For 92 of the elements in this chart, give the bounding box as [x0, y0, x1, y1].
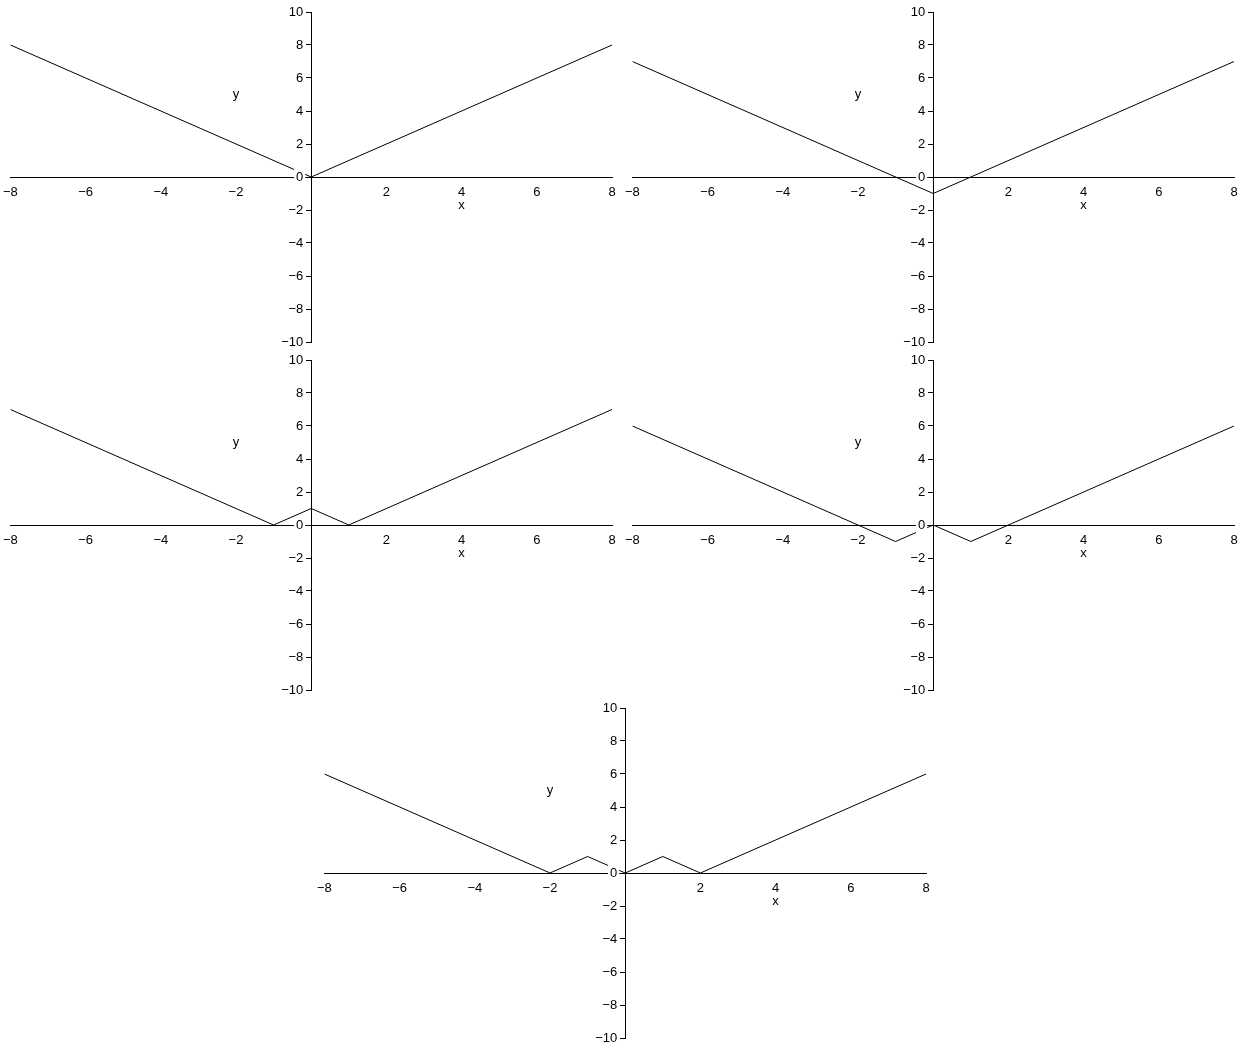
y-tick-label: −2 — [288, 549, 304, 565]
y-tick-label: 2 — [917, 483, 926, 499]
x-tick-label: −4 — [775, 532, 791, 548]
y-tick-label: 10 — [288, 351, 304, 367]
x-tick-label: 6 — [533, 532, 541, 548]
x-tick-label: −6 — [392, 880, 408, 896]
y-tick-label: −10 — [903, 681, 926, 697]
y-tick-label: −6 — [288, 267, 304, 283]
x-tick-label: −6 — [78, 184, 94, 200]
y-tick-label: 8 — [295, 384, 304, 400]
y-tick-label: 10 — [910, 3, 926, 19]
x-tick-label: 2 — [1004, 532, 1013, 548]
y-tick-label: −2 — [602, 897, 618, 913]
x-tick-label: −6 — [78, 532, 94, 548]
x-tick-label: −6 — [700, 532, 716, 548]
y-tick-label: −4 — [602, 930, 618, 946]
x-tick-label: 2 — [382, 532, 391, 548]
y-tick-label: 2 — [295, 135, 304, 151]
x-tick-label: 8 — [1230, 184, 1238, 200]
y-tick-label: −8 — [288, 300, 304, 316]
y-tick-label: −2 — [910, 201, 926, 217]
y-axis-title: y — [232, 86, 240, 102]
y-tick-label: 6 — [917, 69, 926, 85]
y-tick-label: 8 — [295, 36, 304, 52]
x-tick-label: −2 — [228, 184, 244, 200]
y-tick-label: −10 — [281, 333, 304, 349]
x-tick-label: 2 — [382, 184, 391, 200]
y-tick-label: 0 — [917, 516, 926, 532]
y-tick-label: −4 — [288, 582, 304, 598]
y-tick-label: 0 — [295, 516, 304, 532]
y-tick-label: 2 — [917, 135, 926, 151]
y-tick-label: −4 — [288, 234, 304, 250]
y-tick-label: −10 — [595, 1029, 618, 1045]
y-tick-label: 8 — [917, 384, 926, 400]
y-tick-label: 6 — [295, 417, 304, 433]
y-tick-label: 4 — [917, 102, 926, 118]
x-tick-label: −4 — [153, 184, 169, 200]
x-tick-label: −4 — [153, 532, 169, 548]
y-tick-label: −2 — [288, 201, 304, 217]
x-tick-label: −8 — [625, 532, 640, 548]
y-tick-label: 10 — [288, 3, 304, 19]
x-tick-label: −2 — [228, 532, 244, 548]
x-tick-label: 6 — [1155, 184, 1163, 200]
y-tick-label: 8 — [609, 732, 618, 748]
y-axis-title: y — [546, 782, 554, 798]
y-tick-label: 4 — [609, 798, 618, 814]
y-tick-label: −4 — [910, 582, 926, 598]
y-axis-title: y — [854, 86, 862, 102]
y-tick-label: 2 — [295, 483, 304, 499]
x-tick-label: −2 — [850, 184, 866, 200]
y-tick-label: 0 — [295, 168, 304, 184]
y-tick-label: 2 — [609, 831, 618, 847]
y-tick-label: −8 — [288, 648, 304, 664]
x-tick-label: −8 — [317, 880, 332, 896]
x-tick-label: −8 — [3, 184, 18, 200]
x-tick-label: 6 — [533, 184, 541, 200]
y-tick-label: −10 — [903, 333, 926, 349]
y-tick-label: 6 — [295, 69, 304, 85]
x-tick-label: 6 — [847, 880, 855, 896]
x-tick-label: 2 — [1004, 184, 1013, 200]
y-tick-label: 8 — [917, 36, 926, 52]
x-tick-label: −4 — [467, 880, 483, 896]
y-tick-label: −6 — [910, 615, 926, 631]
x-tick-label: 8 — [1230, 532, 1238, 548]
y-tick-label: 4 — [917, 450, 926, 466]
x-tick-label: −8 — [3, 532, 18, 548]
y-tick-label: 10 — [602, 699, 618, 715]
y-tick-label: −10 — [281, 681, 304, 697]
y-tick-label: −6 — [288, 615, 304, 631]
x-tick-label: −2 — [542, 880, 558, 896]
y-tick-label: 0 — [609, 864, 618, 880]
y-tick-label: 4 — [295, 102, 304, 118]
y-tick-label: −2 — [910, 549, 926, 565]
y-tick-label: 10 — [910, 351, 926, 367]
x-tick-label: −2 — [850, 532, 866, 548]
y-axis-title: y — [232, 434, 240, 450]
y-axis-title: y — [854, 434, 862, 450]
y-tick-label: −4 — [910, 234, 926, 250]
y-tick-label: −8 — [910, 648, 926, 664]
x-tick-label: −8 — [625, 184, 640, 200]
y-tick-label: 0 — [917, 168, 926, 184]
y-tick-label: 6 — [609, 765, 618, 781]
y-tick-label: 6 — [917, 417, 926, 433]
x-tick-label: 2 — [696, 880, 705, 896]
y-tick-label: −8 — [602, 996, 618, 1012]
x-tick-label: −6 — [700, 184, 716, 200]
y-tick-label: −8 — [910, 300, 926, 316]
y-tick-label: −6 — [602, 963, 618, 979]
x-tick-label: 6 — [1155, 532, 1163, 548]
x-tick-label: −4 — [775, 184, 791, 200]
y-tick-label: 4 — [295, 450, 304, 466]
y-tick-label: −6 — [910, 267, 926, 283]
